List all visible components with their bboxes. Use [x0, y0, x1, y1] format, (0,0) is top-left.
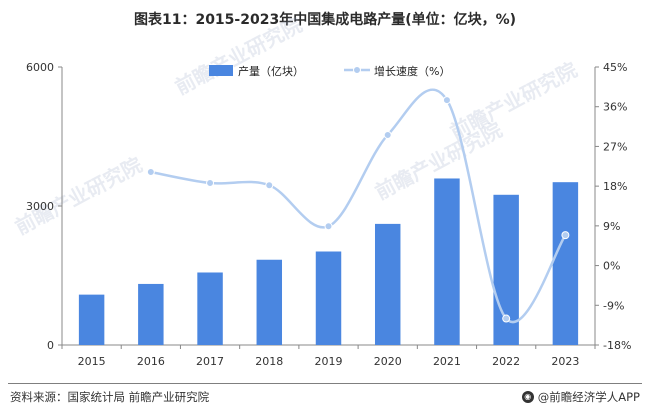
chart-title: 图表11：2015-2023年中国集成电路产量(单位：亿块，%) [133, 12, 517, 28]
x-tick-label: 2019 [315, 355, 343, 368]
credit-text: @前瞻经济学人APP [537, 390, 640, 404]
bar-2017 [197, 272, 223, 345]
x-tick-label: 2017 [196, 355, 224, 368]
legend-bar-label: 产量（亿块） [238, 64, 304, 78]
growth-point [206, 179, 215, 188]
watermark-0: 前瞻产业研究院 [11, 152, 146, 239]
left-y-tick-labels: 0 3000 6000 [26, 61, 62, 352]
legend-line-marker [353, 66, 361, 74]
x-tick-label: 2021 [433, 355, 461, 368]
right-tick-label: 18% [603, 180, 627, 193]
x-tick-label: 2015 [78, 355, 106, 368]
bar-2015 [78, 294, 105, 345]
x-tick-label: 2018 [255, 355, 283, 368]
legend-bar-swatch [209, 65, 233, 76]
legend-line-label: 增长速度（%） [374, 64, 450, 78]
watermark-3: 前瞻产业研究院 [171, 12, 306, 99]
growth-point [324, 222, 333, 231]
line-series [146, 88, 570, 324]
right-tick-label: 0% [603, 260, 620, 273]
left-tick-label: 3000 [26, 200, 54, 213]
right-tick-label: -9% [603, 299, 624, 312]
source-note: 资料来源：国家统计局 前瞻产业研究院 [10, 390, 210, 404]
watermark-2: 前瞻产业研究院 [446, 57, 581, 144]
growth-point [146, 168, 155, 177]
right-tick-label: -18% [603, 339, 631, 352]
growth-point [561, 231, 570, 240]
growth-point [442, 96, 451, 105]
right-tick-label: 9% [603, 220, 620, 233]
right-tick-label: 45% [603, 61, 627, 74]
bar-2019 [315, 251, 342, 345]
x-tick-label: 2023 [551, 355, 579, 368]
x-tick-label: 2016 [137, 355, 165, 368]
x-tick-labels: 2015 2016 2017 2018 2019 2020 2021 2022 2023 [78, 355, 580, 368]
growth-point [265, 181, 274, 190]
right-y-tick-labels: -18% -9% 0% 9% 18% 27% 36% 45% [595, 61, 631, 352]
legend: 产量（亿块） 增长速度（%） [209, 64, 450, 78]
footer-divider [8, 383, 642, 384]
growth-point [502, 314, 511, 323]
bar-2020 [374, 223, 401, 345]
x-tick-label: 2022 [492, 355, 520, 368]
x-tick-label: 2020 [374, 355, 402, 368]
right-tick-label: 36% [603, 101, 627, 114]
camera-icon: ◉ [521, 391, 534, 403]
bar-2021 [434, 178, 460, 345]
growth-point [383, 130, 392, 139]
credit-note: ◉ @前瞻经济学人APP [521, 389, 640, 405]
right-tick-label: 27% [603, 140, 627, 153]
bar-2016 [138, 283, 164, 345]
bar-2018 [256, 259, 283, 345]
left-tick-label: 6000 [26, 61, 54, 74]
bar-2023 [552, 182, 579, 345]
left-tick-label: 0 [47, 339, 54, 352]
